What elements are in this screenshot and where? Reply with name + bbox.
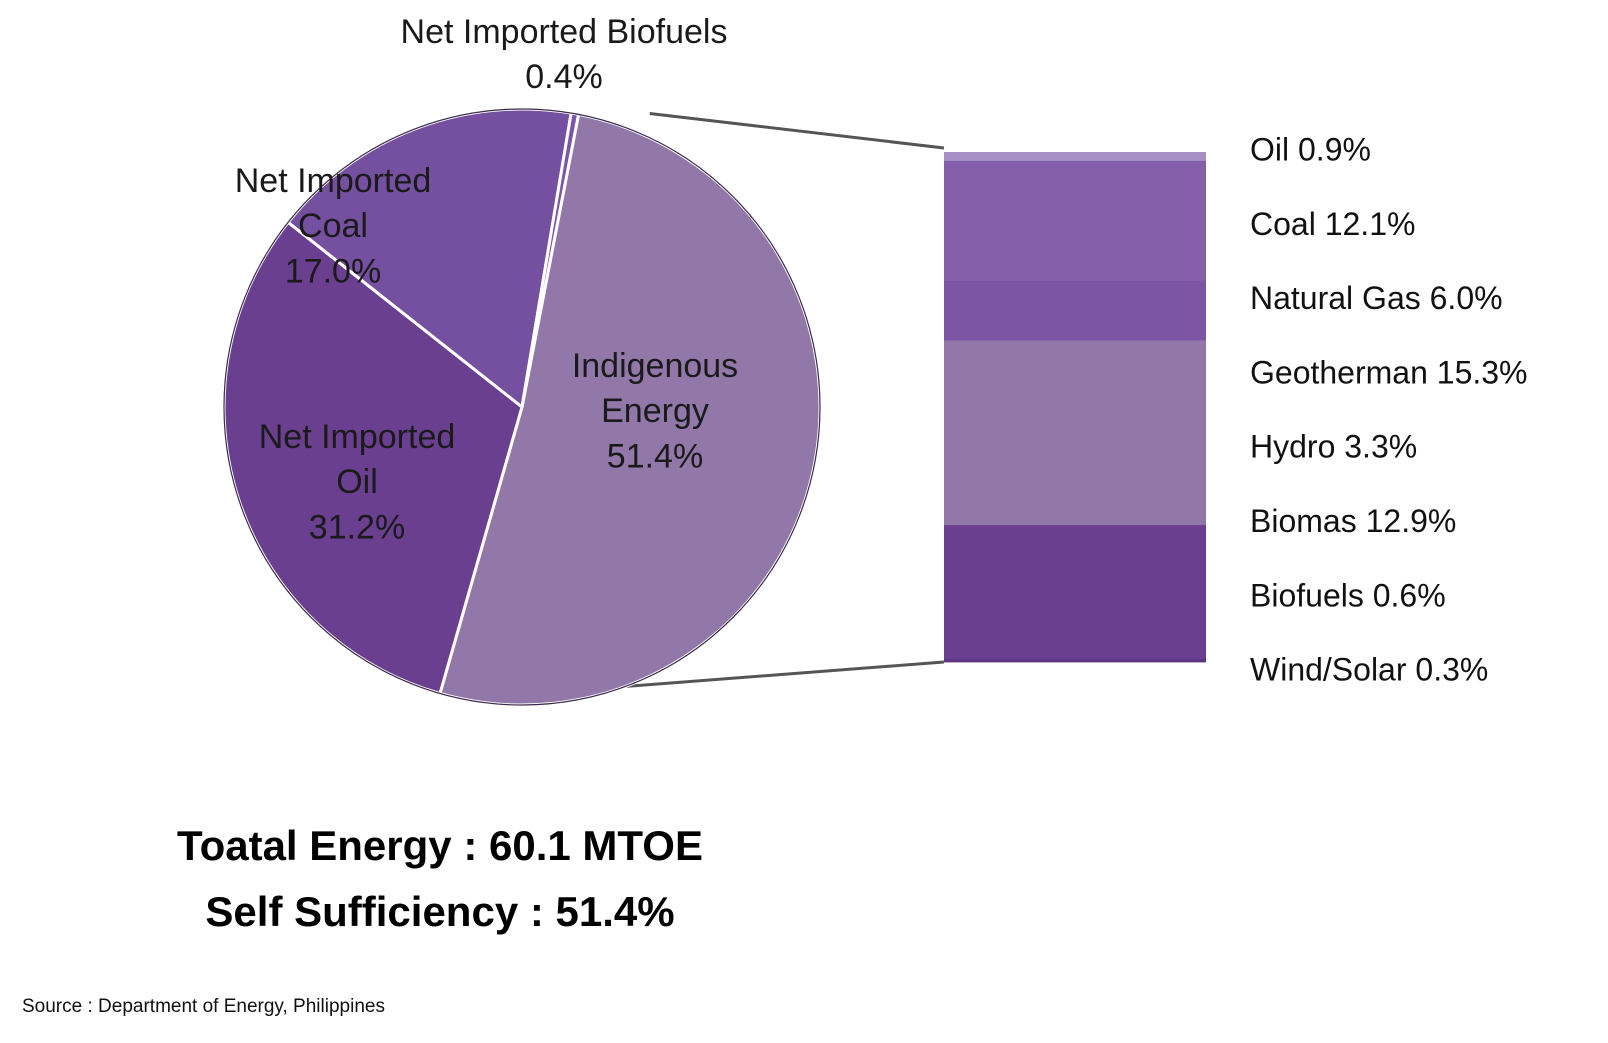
breakdown-label-hydro-3-3: Hydro 3.3% (1250, 429, 1417, 465)
pie-label-line: Net Imported Biofuels (401, 13, 728, 51)
pie-label-net-imported-coal: Net Imported Coal 17.0% (235, 162, 432, 290)
pie-chart (222, 107, 822, 707)
pie-label-line: 51.4% (607, 437, 703, 475)
pie-label-indigenous-energy: Indigenous Energy 51.4% (572, 347, 738, 475)
breakdown-label-natural-gas-6-0: Natural Gas 6.0% (1250, 280, 1503, 316)
self-sufficiency-text: Self Sufficiency : 51.4% (205, 888, 675, 935)
total-energy-text: Toatal Energy : 60.1 MTOE (177, 822, 703, 869)
pie-label-line: 17.0% (285, 252, 381, 290)
pie-label-line: Net Imported (259, 418, 456, 456)
pie-label-line: 0.4% (525, 58, 603, 96)
bar-segment-wind-solar-0-3 (944, 659, 1206, 663)
bar-segment-hydro-3-3 (944, 492, 1206, 526)
breakdown-label-wind-solar-0-3: Wind/Solar 0.3% (1250, 652, 1488, 688)
pie-label-line: Oil (336, 463, 378, 501)
breakdown-labels: Oil 0.9% Coal 12.1% Natural Gas 6.0% Geothe… (1250, 131, 1528, 687)
connector-line-top (649, 112, 945, 150)
bar-segment-biomas-12-9 (944, 525, 1206, 654)
pie-label-line: Coal (298, 207, 368, 245)
pie-outline (223, 108, 821, 706)
breakdown-label-geotherman-15-3: Geotherman 15.3% (1250, 354, 1528, 390)
breakdown-label-biofuels-0-6: Biofuels 0.6% (1250, 577, 1446, 613)
pie-label-net-imported-biofuels: Net Imported Biofuels 0.4% (401, 13, 728, 96)
pie-label-line: Net Imported (235, 162, 432, 200)
breakdown-label-coal-12-1: Coal 12.1% (1250, 206, 1415, 242)
bar-segment-coal-12-1 (944, 160, 1206, 282)
bar-segment-geotherman-15-3 (944, 340, 1206, 493)
breakdown-label-oil-0-9: Oil 0.9% (1250, 131, 1371, 167)
bar-segment-natural-gas-6-0 (944, 280, 1206, 341)
breakdown-label-biomas-12-9: Biomas 12.9% (1250, 503, 1456, 539)
source-note: Source : Department of Energy, Philippin… (22, 996, 385, 1017)
bar-segment-oil-0-9 (944, 152, 1206, 162)
bar-segment-biofuels-0-6 (944, 653, 1206, 660)
pie-label-line: 31.2% (309, 508, 405, 546)
pie-labels: Indigenous Energy 51.4% Net Imported Oil 31.2… (235, 13, 738, 546)
breakdown-bar (944, 152, 1206, 663)
pie-label-line: Indigenous (572, 347, 738, 385)
pie-label-line: Energy (601, 392, 709, 430)
pie-label-net-imported-oil: Net Imported Oil 31.2% (259, 418, 456, 546)
